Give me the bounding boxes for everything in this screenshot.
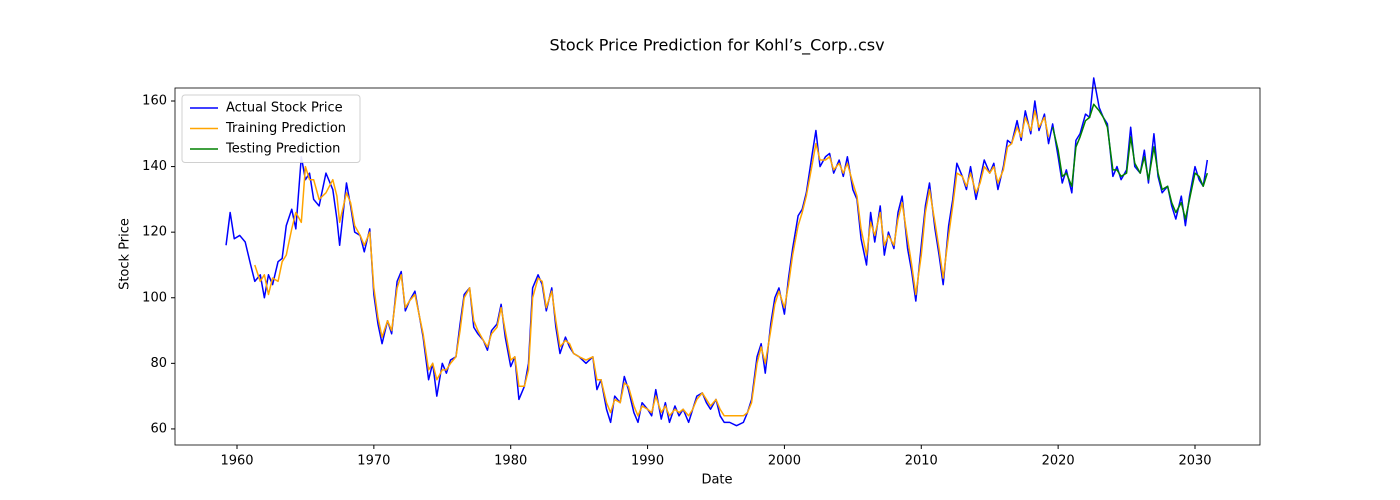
chart-title: Stock Price Prediction for Kohl’s_Corp..… bbox=[549, 36, 884, 56]
x-tick-label: 2010 bbox=[905, 454, 938, 469]
series-line bbox=[1051, 103, 1209, 220]
x-tick-label: 1990 bbox=[631, 454, 664, 469]
legend-label: Testing Prediction bbox=[225, 142, 340, 157]
x-tick-label: 2020 bbox=[1042, 454, 1075, 469]
legend-box bbox=[181, 94, 361, 163]
y-tick-label: 100 bbox=[142, 290, 167, 305]
y-tick-label: 160 bbox=[142, 93, 167, 108]
y-tick-label: 120 bbox=[142, 225, 167, 240]
y-tick-label: 140 bbox=[142, 159, 167, 174]
plot-frame bbox=[174, 87, 1261, 446]
legend-label: Training Prediction bbox=[225, 121, 346, 136]
series-line bbox=[254, 110, 1050, 417]
x-axis-label: Date bbox=[701, 473, 732, 488]
x-tick-label: 2030 bbox=[1178, 454, 1211, 469]
y-tick-label: 80 bbox=[150, 356, 167, 371]
x-tick-label: 2000 bbox=[768, 454, 801, 469]
y-axis-label: Stock Price bbox=[118, 218, 133, 290]
x-tick-label: 1980 bbox=[494, 454, 527, 469]
y-tick-label: 60 bbox=[150, 421, 167, 436]
x-tick-label: 1970 bbox=[357, 454, 390, 469]
legend-label: Actual Stock Price bbox=[226, 101, 343, 116]
x-tick-label: 1960 bbox=[220, 454, 253, 469]
